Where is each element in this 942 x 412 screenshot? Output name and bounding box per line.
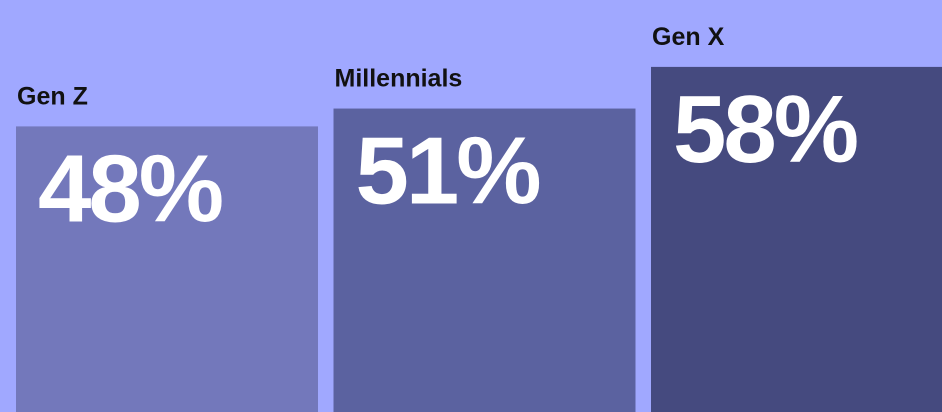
bar: [16, 126, 318, 412]
bar: [333, 108, 636, 412]
value-label: 48%: [38, 135, 222, 242]
bar: [651, 66, 942, 412]
value-label: 51%: [356, 118, 540, 225]
category-label: Gen X: [652, 23, 725, 51]
value-label: 58%: [673, 76, 857, 183]
category-label: Gen Z: [17, 82, 88, 110]
category-label: Millennials: [335, 65, 463, 93]
